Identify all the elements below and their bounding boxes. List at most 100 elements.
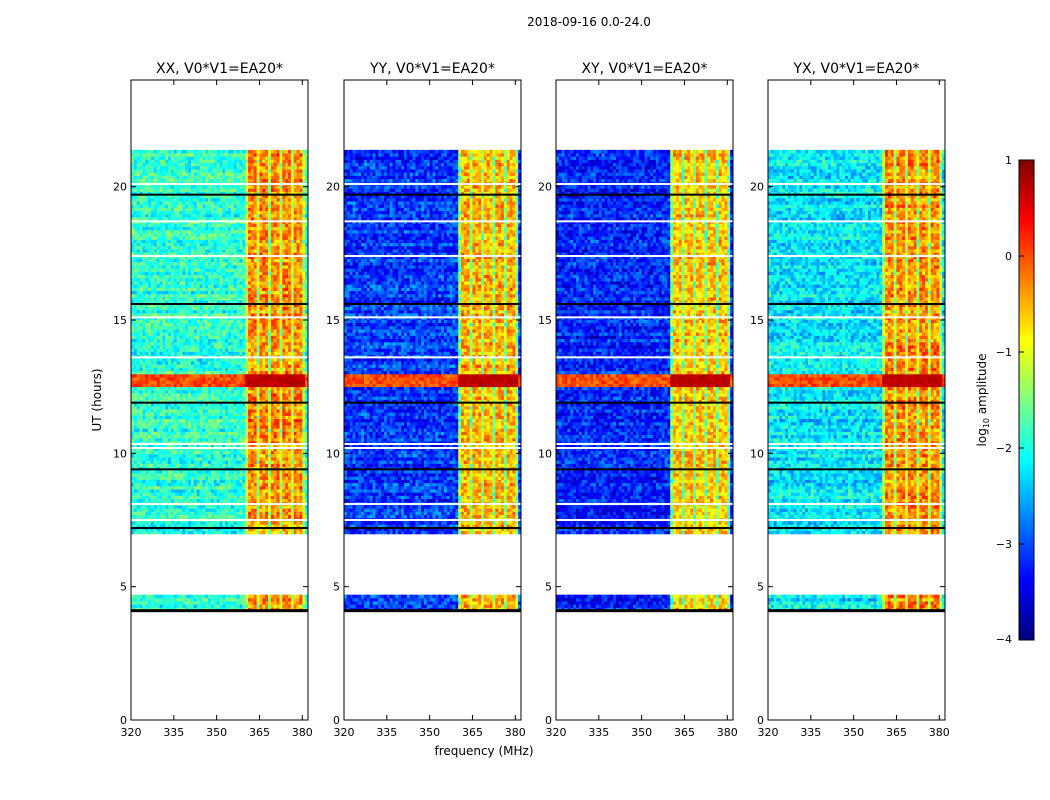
heatmap-cell: [182, 508, 186, 512]
heatmap-cell: [168, 319, 172, 324]
heatmap-cell: [282, 418, 286, 423]
heatmap-cell: [253, 524, 258, 528]
heatmap-cell: [250, 364, 255, 368]
heatmap-cell: [188, 389, 192, 394]
heatmap-cell: [210, 412, 215, 416]
heatmap-cell: [216, 322, 220, 327]
heatmap-cell: [282, 332, 286, 336]
heatmap-cell: [262, 325, 266, 330]
heatmap-cell: [150, 444, 155, 448]
heatmap-cell: [279, 434, 283, 439]
heatmap-cell: [179, 322, 183, 327]
heatmap-cell: [265, 508, 269, 512]
heatmap-cell: [285, 373, 289, 378]
heatmap-cell: [208, 389, 212, 394]
heatmap-cell: [168, 530, 172, 535]
heatmap-cell: [219, 351, 223, 356]
heatmap-cell: [256, 479, 260, 484]
heatmap-cell: [259, 444, 263, 448]
heatmap-cell: [196, 495, 200, 500]
heatmap-cell: [299, 306, 303, 311]
heatmap-cell: [219, 309, 223, 314]
heatmap-cell: [268, 405, 272, 410]
heatmap-cell: [190, 473, 195, 477]
heatmap-cell: [202, 495, 206, 500]
heatmap-cell: [202, 485, 206, 490]
heatmap-cell: [265, 402, 269, 407]
heatmap-cell: [265, 473, 269, 477]
heatmap-cell: [216, 527, 220, 532]
heatmap-cell: [239, 594, 243, 599]
heatmap-cell: [173, 313, 178, 317]
heatmap-cell: [262, 412, 266, 416]
heatmap-cell: [148, 489, 152, 493]
heatmap-cell: [202, 597, 206, 602]
heatmap-cell: [168, 463, 172, 468]
heatmap-cell: [270, 485, 275, 490]
heatmap-cell: [219, 511, 223, 516]
heatmap-cell: [230, 399, 235, 404]
heatmap-cell: [145, 364, 149, 368]
heatmap-cell: [139, 492, 143, 496]
heatmap-cell: [139, 514, 143, 519]
heatmap-cell: [159, 473, 163, 477]
heatmap-cell: [162, 389, 166, 394]
heatmap-cell: [273, 306, 277, 311]
heatmap-cell: [219, 492, 223, 496]
heatmap-cell: [219, 338, 223, 343]
heatmap-cell: [290, 485, 295, 490]
heatmap-cell: [225, 361, 229, 365]
heatmap-cell: [133, 457, 138, 461]
heatmap-cell: [162, 463, 166, 468]
heatmap-cell: [208, 495, 212, 500]
heatmap-cell: [185, 338, 189, 343]
heatmap-cell: [131, 492, 135, 496]
heatmap-cell: [148, 367, 152, 372]
heatmap-cell: [219, 530, 223, 535]
heatmap-cell: [268, 421, 272, 426]
heatmap-cell: [270, 450, 275, 455]
heatmap-cell: [270, 338, 275, 343]
heatmap-cell: [262, 367, 266, 372]
heatmap-cell: [230, 524, 235, 528]
heatmap-cell: [236, 463, 240, 468]
heatmap-cell: [199, 396, 203, 400]
heatmap-cell: [162, 482, 166, 487]
heatmap-cell: [268, 476, 272, 480]
heatmap-cell: [293, 367, 297, 372]
heatmap-cell: [239, 402, 243, 407]
heatmap-cell: [242, 594, 246, 599]
heatmap-cell: [176, 399, 180, 404]
heatmap-cell: [293, 524, 297, 528]
heatmap-cell: [136, 530, 140, 535]
heatmap-cell: [170, 348, 175, 352]
heatmap-cell: [302, 511, 306, 516]
heatmap-cell: [162, 434, 166, 439]
heatmap-cell: [176, 329, 180, 333]
heatmap-cell: [242, 335, 246, 340]
heatmap-cell: [305, 373, 308, 378]
heatmap-cell: [256, 341, 260, 346]
heatmap-cell: [259, 386, 263, 391]
heatmap-cell: [248, 377, 252, 381]
heatmap-cell: [133, 377, 138, 381]
heatmap-cell: [199, 460, 203, 464]
heatmap-cell: [159, 303, 163, 308]
heatmap-cell: [273, 396, 277, 400]
heatmap-cell: [279, 447, 283, 452]
heatmap-cell: [188, 412, 192, 416]
heatmap-cell: [279, 425, 283, 429]
heatmap-cell: [296, 421, 300, 426]
heatmap-cell: [188, 444, 192, 448]
heatmap-cell: [170, 405, 175, 410]
heatmap-cell: [239, 479, 243, 484]
heatmap-cell: [242, 476, 246, 480]
heatmap-cell: [285, 399, 289, 404]
heatmap-cell: [225, 303, 229, 308]
heatmap-cell: [182, 341, 186, 346]
heatmap-cell: [142, 290, 146, 295]
heatmap-cell: [250, 325, 255, 330]
heatmap-cell: [168, 380, 172, 384]
heatmap-cell: [253, 300, 258, 304]
heatmap-cell: [296, 476, 300, 480]
